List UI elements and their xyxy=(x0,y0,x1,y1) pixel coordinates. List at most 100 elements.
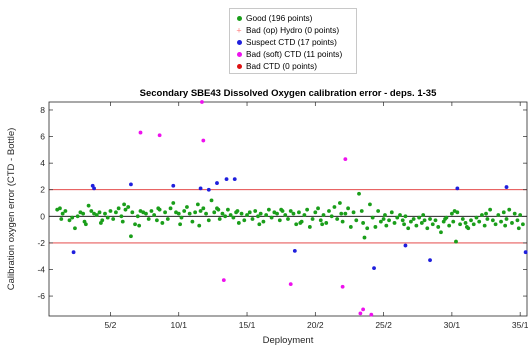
data-point xyxy=(451,219,456,224)
data-point xyxy=(332,205,337,209)
data-point xyxy=(477,219,482,224)
data-point xyxy=(516,226,521,231)
data-point xyxy=(137,223,142,228)
data-point xyxy=(59,217,64,221)
data-point xyxy=(414,223,419,228)
data-point xyxy=(362,235,367,240)
data-point xyxy=(198,186,203,191)
data-point xyxy=(220,211,225,216)
data-point xyxy=(515,218,520,223)
data-point xyxy=(111,217,116,221)
data-point xyxy=(361,307,366,312)
x-tick-label: 25/2 xyxy=(375,320,392,330)
x-tick-label: 20/2 xyxy=(307,320,324,330)
data-point xyxy=(264,213,269,217)
data-point xyxy=(430,222,435,227)
data-point xyxy=(318,218,323,223)
data-point xyxy=(171,183,176,188)
data-point xyxy=(156,206,161,211)
data-point xyxy=(383,213,387,217)
data-point xyxy=(346,206,350,211)
legend-item: Bad (soft) CTD (11 points) xyxy=(234,48,342,60)
data-point xyxy=(152,213,157,217)
data-point xyxy=(436,225,441,229)
data-point xyxy=(206,218,211,223)
dot-marker-icon xyxy=(234,60,244,72)
data-point xyxy=(327,209,331,213)
data-point xyxy=(449,211,454,216)
data-point xyxy=(195,202,200,207)
data-point xyxy=(313,210,318,215)
data-point xyxy=(129,182,133,187)
x-tick-label: 10/1 xyxy=(170,320,187,330)
data-point xyxy=(343,211,348,216)
data-point xyxy=(320,222,325,227)
data-point xyxy=(490,218,495,223)
data-point xyxy=(421,213,426,217)
data-point xyxy=(455,186,460,191)
data-point xyxy=(307,225,312,229)
data-point xyxy=(521,222,525,227)
plus-marker-icon: + xyxy=(236,25,242,36)
data-point xyxy=(428,217,432,221)
data-point xyxy=(253,209,258,213)
data-point xyxy=(288,282,293,286)
data-point xyxy=(305,207,310,212)
data-point xyxy=(447,223,452,228)
chart-title: Secondary SBE43 Dissolved Oxygen calibra… xyxy=(140,88,437,99)
data-point xyxy=(277,218,282,223)
data-point xyxy=(236,221,241,225)
data-point xyxy=(376,209,381,213)
data-point xyxy=(361,221,366,225)
data-point xyxy=(340,219,345,224)
y-tick-label: 4 xyxy=(40,158,45,168)
data-point xyxy=(256,214,260,219)
legend-item: + Bad (op) Hydro (0 points) xyxy=(234,24,339,36)
dot-marker-icon xyxy=(234,12,244,24)
data-point xyxy=(358,311,363,316)
data-point xyxy=(443,217,447,221)
legend-label: Bad (op) Hydro (0 points) xyxy=(246,25,340,35)
data-point xyxy=(266,207,271,212)
data-point xyxy=(499,219,503,224)
data-point xyxy=(411,217,416,221)
data-point xyxy=(279,207,284,212)
data-point xyxy=(496,213,501,217)
y-tick-label: -6 xyxy=(37,291,45,301)
y-tick-label: 0 xyxy=(40,211,45,221)
data-point xyxy=(504,185,509,189)
data-point xyxy=(75,214,80,219)
data-point xyxy=(209,198,214,203)
data-point xyxy=(119,214,124,219)
data-point xyxy=(512,211,517,216)
data-point xyxy=(105,215,110,220)
data-point xyxy=(488,207,493,212)
data-point xyxy=(92,186,96,191)
data-point xyxy=(239,211,244,216)
data-point xyxy=(460,217,465,221)
y-axis-label: Calibration oxygen error (CTD - Bottle) xyxy=(6,128,17,291)
data-point xyxy=(94,213,99,217)
data-point xyxy=(510,221,514,225)
data-point xyxy=(428,258,432,263)
data-point xyxy=(403,243,408,248)
data-point xyxy=(471,222,476,227)
data-point xyxy=(71,250,76,255)
x-axis-label: Deployment xyxy=(263,335,314,346)
data-point xyxy=(182,209,187,213)
data-point xyxy=(283,213,288,217)
data-point xyxy=(321,213,326,217)
data-point xyxy=(212,210,217,215)
data-point xyxy=(433,218,438,223)
data-point xyxy=(422,218,427,223)
data-point xyxy=(146,217,151,221)
data-point xyxy=(503,223,508,228)
data-point xyxy=(70,215,75,220)
data-point xyxy=(116,206,121,211)
data-point xyxy=(198,209,203,213)
data-point xyxy=(261,219,266,224)
data-point xyxy=(168,206,173,211)
data-point xyxy=(81,211,86,216)
data-point xyxy=(294,222,299,227)
data-point xyxy=(63,209,68,213)
